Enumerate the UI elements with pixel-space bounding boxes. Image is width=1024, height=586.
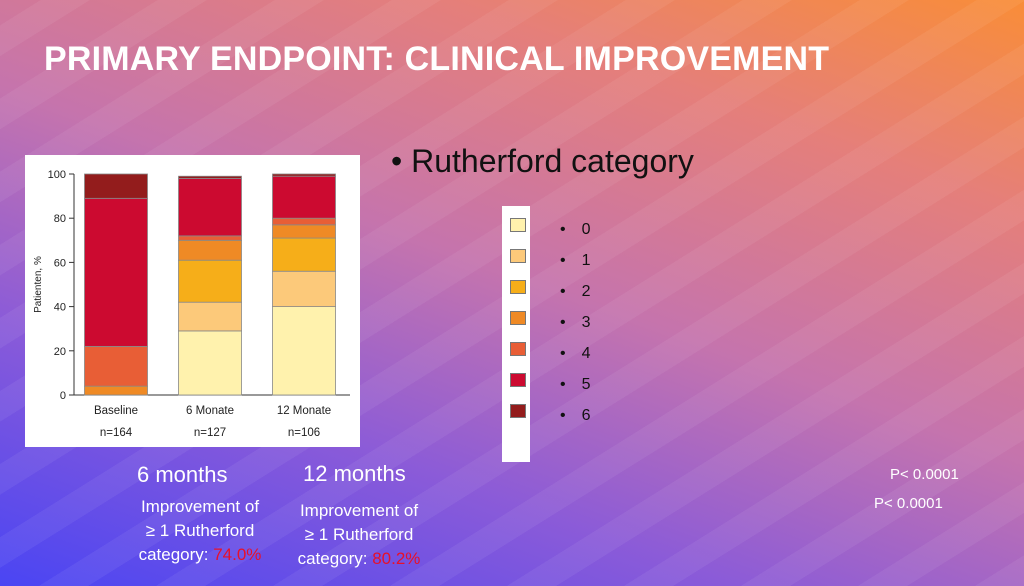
bar-segment-4 (272, 217, 336, 226)
twelve-months-line2: ≥ 1 Rutherford (304, 525, 414, 544)
p-value-1: P< 0.0001 (890, 466, 959, 483)
bullet-rutherford-category: • Rutherford category (391, 143, 694, 179)
bar-segment-3 (272, 224, 336, 239)
twelve-months-heading: 12 months (303, 461, 406, 486)
chart-labels: 0 20 40 60 80 100 Patienten, % Baseline n=164 6 M… (33, 169, 331, 439)
bar-segment-5 (178, 178, 242, 237)
sample-size-label: n=164 (100, 427, 133, 439)
legend-swatch-3 (510, 311, 526, 325)
legend-swatch-1 (510, 249, 526, 263)
twelve-months-line3: category: 80.2% (289, 547, 429, 571)
twelve-months-percent: 80.2% (372, 549, 421, 568)
bar-segment-2 (272, 237, 336, 272)
bar-segment-3 (84, 385, 148, 396)
bar-segment-1 (178, 301, 242, 332)
six-months-result: Improvement of ≥ 1 Rutherford category: … (130, 495, 270, 567)
legend-panel (502, 206, 530, 462)
y-tick-label: 80 (54, 213, 66, 225)
twelve-months-result: Improvement of ≥ 1 Rutherford category: … (289, 499, 429, 571)
legend-swatch-0 (510, 218, 526, 232)
stacked-bar-chart: 0 20 40 60 80 100 Patienten, % Baseline n=164 6 M… (33, 169, 350, 439)
bar-segment-3 (178, 239, 242, 261)
legend-swatch-2 (510, 280, 526, 294)
six-months-line2: ≥ 1 Rutherford (145, 521, 255, 540)
y-tick-label: 60 (54, 257, 66, 269)
chart-card: 0 20 40 60 80 100 Patienten, % Baseline n=164 6 M… (25, 155, 360, 447)
legend-item-4: • 4 (560, 345, 591, 362)
six-months-heading: 6 months (137, 462, 228, 487)
bar-segment-0 (178, 330, 242, 396)
slide-title: PRIMARY ENDPOINT: CLINICAL IMPROVEMENT (44, 40, 830, 78)
bar-segment-6 (84, 173, 148, 199)
bar-segment-0 (272, 306, 336, 396)
twelve-months-line1: Improvement of (299, 501, 419, 520)
y-axis-label: Patienten, % (33, 256, 44, 313)
bar-segment-4 (178, 235, 242, 241)
y-tick-label: 100 (48, 169, 66, 181)
bar-segment-2 (178, 259, 242, 303)
y-tick-label: 0 (60, 390, 66, 402)
legend-item-1: • 1 (560, 252, 591, 269)
legend-item-2: • 2 (560, 283, 591, 300)
legend-item-6: • 6 (560, 407, 591, 424)
legend-swatch-6 (510, 404, 526, 418)
six-months-line1: Improvement of (140, 497, 260, 516)
bar-segment-1 (272, 270, 336, 307)
y-tick-label: 20 (54, 346, 66, 358)
sample-size-label: n=106 (288, 427, 320, 439)
legend-item-0: • 0 (560, 221, 591, 238)
six-months-line3: category: 74.0% (130, 543, 270, 567)
legend-swatch-4 (510, 342, 526, 356)
p-value-2: P< 0.0001 (874, 495, 943, 512)
y-tick-label: 40 (54, 302, 66, 314)
legend-item-5: • 5 (560, 376, 591, 393)
twelve-months-line3-text: category: (297, 549, 373, 568)
bar-segment-6 (272, 173, 336, 177)
chart-bars (84, 173, 336, 396)
x-tick-label: 12 Monate (277, 405, 331, 417)
x-tick-label: 6 Monate (186, 405, 234, 417)
six-months-line3-text: category: (138, 545, 214, 564)
six-months-percent: 74.0% (213, 545, 262, 564)
x-tick-label: Baseline (94, 405, 138, 417)
bar-segment-5 (84, 197, 148, 347)
sample-size-label: n=127 (194, 427, 226, 439)
legend-swatch-5 (510, 373, 526, 387)
legend-item-3: • 3 (560, 314, 591, 331)
bar-segment-4 (84, 345, 148, 387)
bar-segment-5 (272, 175, 336, 219)
bar-segment-6 (178, 175, 242, 179)
